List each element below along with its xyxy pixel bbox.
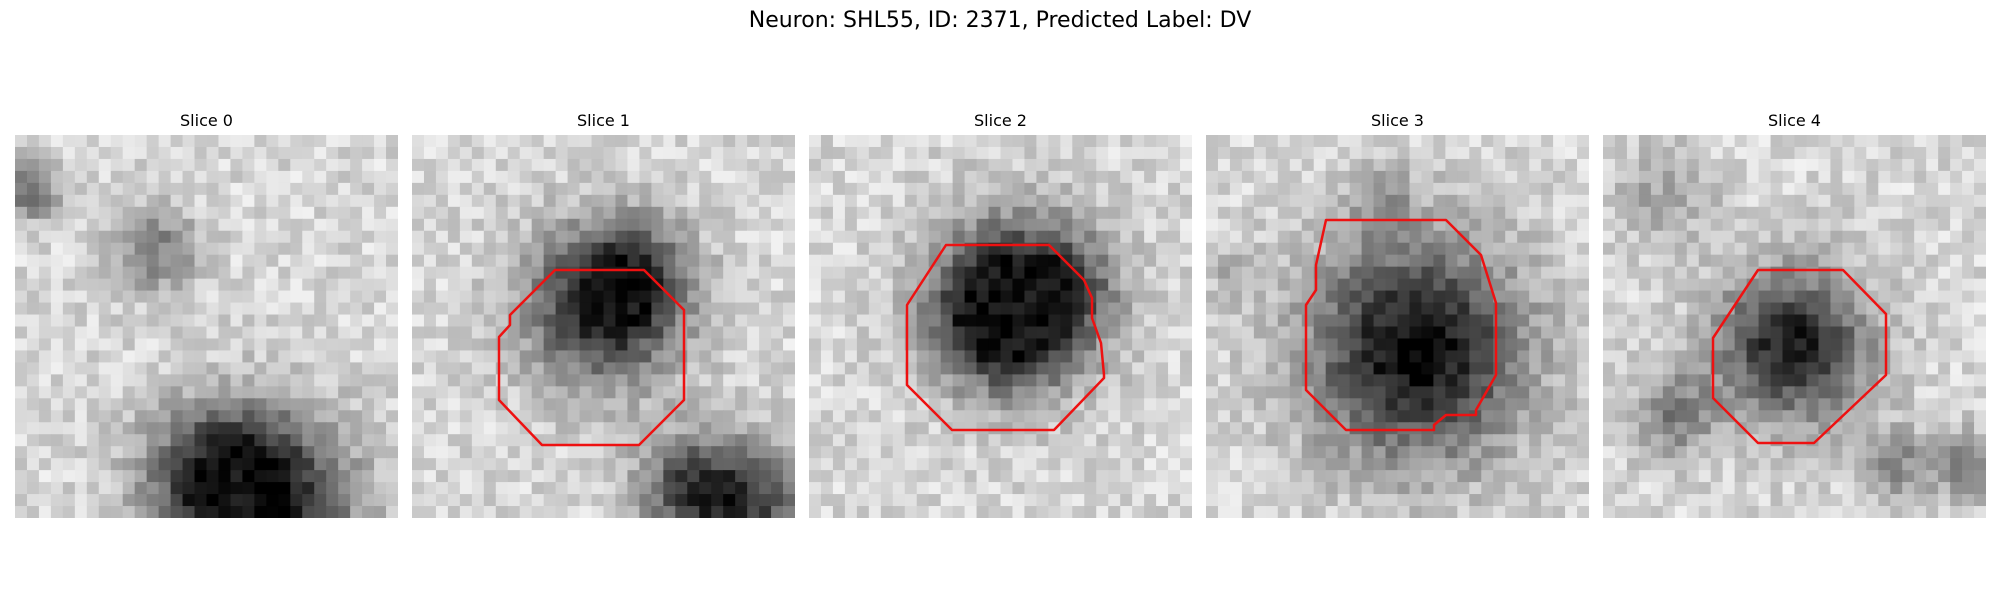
slice-panel-1: Slice 1 [412, 110, 795, 518]
slice-title: Slice 2 [974, 111, 1027, 130]
slice-panel-3: Slice 3 [1206, 110, 1589, 518]
slice-panel-4: Slice 4 [1603, 110, 1986, 518]
slice-title: Slice 1 [577, 111, 630, 130]
slice-image [412, 135, 795, 518]
slice-panel-0: Slice 0 [15, 110, 398, 518]
roi-outline [1711, 268, 1888, 445]
roi-outline [497, 268, 686, 447]
slice-image [809, 135, 1192, 518]
figure-title: Neuron: SHL55, ID: 2371, Predicted Label… [748, 8, 1252, 33]
slice-title: Slice 4 [1768, 111, 1821, 130]
slice-title: Slice 0 [180, 111, 233, 130]
roi-outline [1304, 218, 1498, 432]
slice-panel-2: Slice 2 [809, 110, 1192, 518]
slice-title: Slice 3 [1371, 111, 1424, 130]
roi-outline [905, 243, 1106, 432]
slice-image [15, 135, 398, 518]
slice-image [1206, 135, 1589, 518]
slice-image [1603, 135, 1986, 518]
